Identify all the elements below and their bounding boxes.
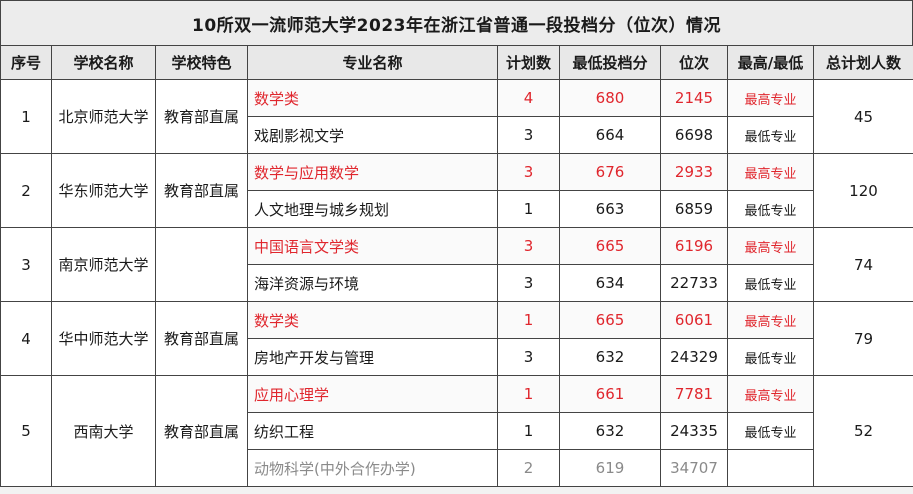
- seq-cell: 1: [1, 80, 52, 154]
- rank-cell: 24335: [661, 413, 728, 450]
- header-school: 学校名称: [52, 46, 156, 80]
- school-feature-cell: 教育部直属: [156, 80, 248, 154]
- flag-cell: [728, 450, 814, 487]
- min-score-cell: 665: [560, 302, 661, 339]
- total-plan-cell: 74: [814, 228, 913, 302]
- flag-cell: 最高专业: [728, 154, 814, 191]
- flag-cell: 最低专业: [728, 413, 814, 450]
- min-score-cell: 619: [560, 450, 661, 487]
- major-cell: 人文地理与城乡规划: [248, 191, 498, 228]
- min-score-cell: 632: [560, 413, 661, 450]
- rank-cell: 6698: [661, 117, 728, 154]
- major-cell: 应用心理学: [248, 376, 498, 413]
- flag-cell: 最低专业: [728, 117, 814, 154]
- rank-cell: 6061: [661, 302, 728, 339]
- flag-cell: 最低专业: [728, 339, 814, 376]
- rank-cell: 7781: [661, 376, 728, 413]
- plan-cell: 3: [498, 228, 560, 265]
- min-score-cell: 676: [560, 154, 661, 191]
- plan-cell: 1: [498, 376, 560, 413]
- seq-cell: 2: [1, 154, 52, 228]
- plan-cell: 1: [498, 413, 560, 450]
- table-row: 4 华中师范大学 教育部直属 数学类 1 665 6061 最高专业 79: [1, 302, 913, 339]
- plan-cell: 1: [498, 302, 560, 339]
- seq-cell: 5: [1, 376, 52, 487]
- min-score-cell: 634: [560, 265, 661, 302]
- plan-cell: 3: [498, 339, 560, 376]
- min-score-cell: 680: [560, 80, 661, 117]
- header-feature: 学校特色: [156, 46, 248, 80]
- plan-cell: 2: [498, 450, 560, 487]
- plan-cell: 1: [498, 191, 560, 228]
- school-name-cell: 南京师范大学: [52, 228, 156, 302]
- min-score-cell: 664: [560, 117, 661, 154]
- school-feature-cell: 教育部直属: [156, 302, 248, 376]
- total-plan-cell: 52: [814, 376, 913, 487]
- total-plan-cell: 120: [814, 154, 913, 228]
- school-name-cell: 北京师范大学: [52, 80, 156, 154]
- flag-cell: 最高专业: [728, 80, 814, 117]
- flag-cell: 最高专业: [728, 376, 814, 413]
- school-feature-cell: 教育部直属: [156, 376, 248, 487]
- major-cell: 动物科学(中外合作办学): [248, 450, 498, 487]
- header-seq: 序号: [1, 46, 52, 80]
- header-total-plan: 总计划人数: [814, 46, 913, 80]
- header-rank: 位次: [661, 46, 728, 80]
- min-score-cell: 665: [560, 228, 661, 265]
- table-row: 3 南京师范大学 中国语言文学类 3 665 6196 最高专业 74: [1, 228, 913, 265]
- major-cell: 戏剧影视文学: [248, 117, 498, 154]
- header-high-low: 最高/最低: [728, 46, 814, 80]
- school-feature-cell: [156, 228, 248, 302]
- score-table: 序号 学校名称 学校特色 专业名称 计划数 最低投档分 位次 最高/最低 总计划…: [0, 45, 913, 487]
- header-row: 序号 学校名称 学校特色 专业名称 计划数 最低投档分 位次 最高/最低 总计划…: [1, 46, 913, 80]
- school-name-cell: 华东师范大学: [52, 154, 156, 228]
- total-plan-cell: 79: [814, 302, 913, 376]
- rank-cell: 34707: [661, 450, 728, 487]
- rank-cell: 6859: [661, 191, 728, 228]
- flag-cell: 最高专业: [728, 302, 814, 339]
- plan-cell: 3: [498, 117, 560, 154]
- rank-cell: 22733: [661, 265, 728, 302]
- school-name-cell: 华中师范大学: [52, 302, 156, 376]
- flag-cell: 最高专业: [728, 228, 814, 265]
- plan-cell: 3: [498, 265, 560, 302]
- table-title: 10所双一流师范大学2023年在浙江省普通一段投档分（位次）情况: [0, 0, 913, 46]
- min-score-cell: 663: [560, 191, 661, 228]
- major-cell: 数学类: [248, 80, 498, 117]
- major-cell: 数学类: [248, 302, 498, 339]
- table-row: 2 华东师范大学 教育部直属 数学与应用数学 3 676 2933 最高专业 1…: [1, 154, 913, 191]
- plan-cell: 4: [498, 80, 560, 117]
- min-score-cell: 661: [560, 376, 661, 413]
- rank-cell: 24329: [661, 339, 728, 376]
- table-row: 5 西南大学 教育部直属 应用心理学 1 661 7781 最高专业 52: [1, 376, 913, 413]
- seq-cell: 4: [1, 302, 52, 376]
- major-cell: 数学与应用数学: [248, 154, 498, 191]
- header-min-score: 最低投档分: [560, 46, 661, 80]
- major-cell: 海洋资源与环境: [248, 265, 498, 302]
- table-row: 1 北京师范大学 教育部直属 数学类 4 680 2145 最高专业 45: [1, 80, 913, 117]
- major-cell: 房地产开发与管理: [248, 339, 498, 376]
- min-score-cell: 632: [560, 339, 661, 376]
- header-major: 专业名称: [248, 46, 498, 80]
- flag-cell: 最低专业: [728, 265, 814, 302]
- major-cell: 中国语言文学类: [248, 228, 498, 265]
- plan-cell: 3: [498, 154, 560, 191]
- header-plan: 计划数: [498, 46, 560, 80]
- rank-cell: 2145: [661, 80, 728, 117]
- flag-cell: 最低专业: [728, 191, 814, 228]
- total-plan-cell: 45: [814, 80, 913, 154]
- school-name-cell: 西南大学: [52, 376, 156, 487]
- rank-cell: 6196: [661, 228, 728, 265]
- major-cell: 纺织工程: [248, 413, 498, 450]
- seq-cell: 3: [1, 228, 52, 302]
- school-feature-cell: 教育部直属: [156, 154, 248, 228]
- rank-cell: 2933: [661, 154, 728, 191]
